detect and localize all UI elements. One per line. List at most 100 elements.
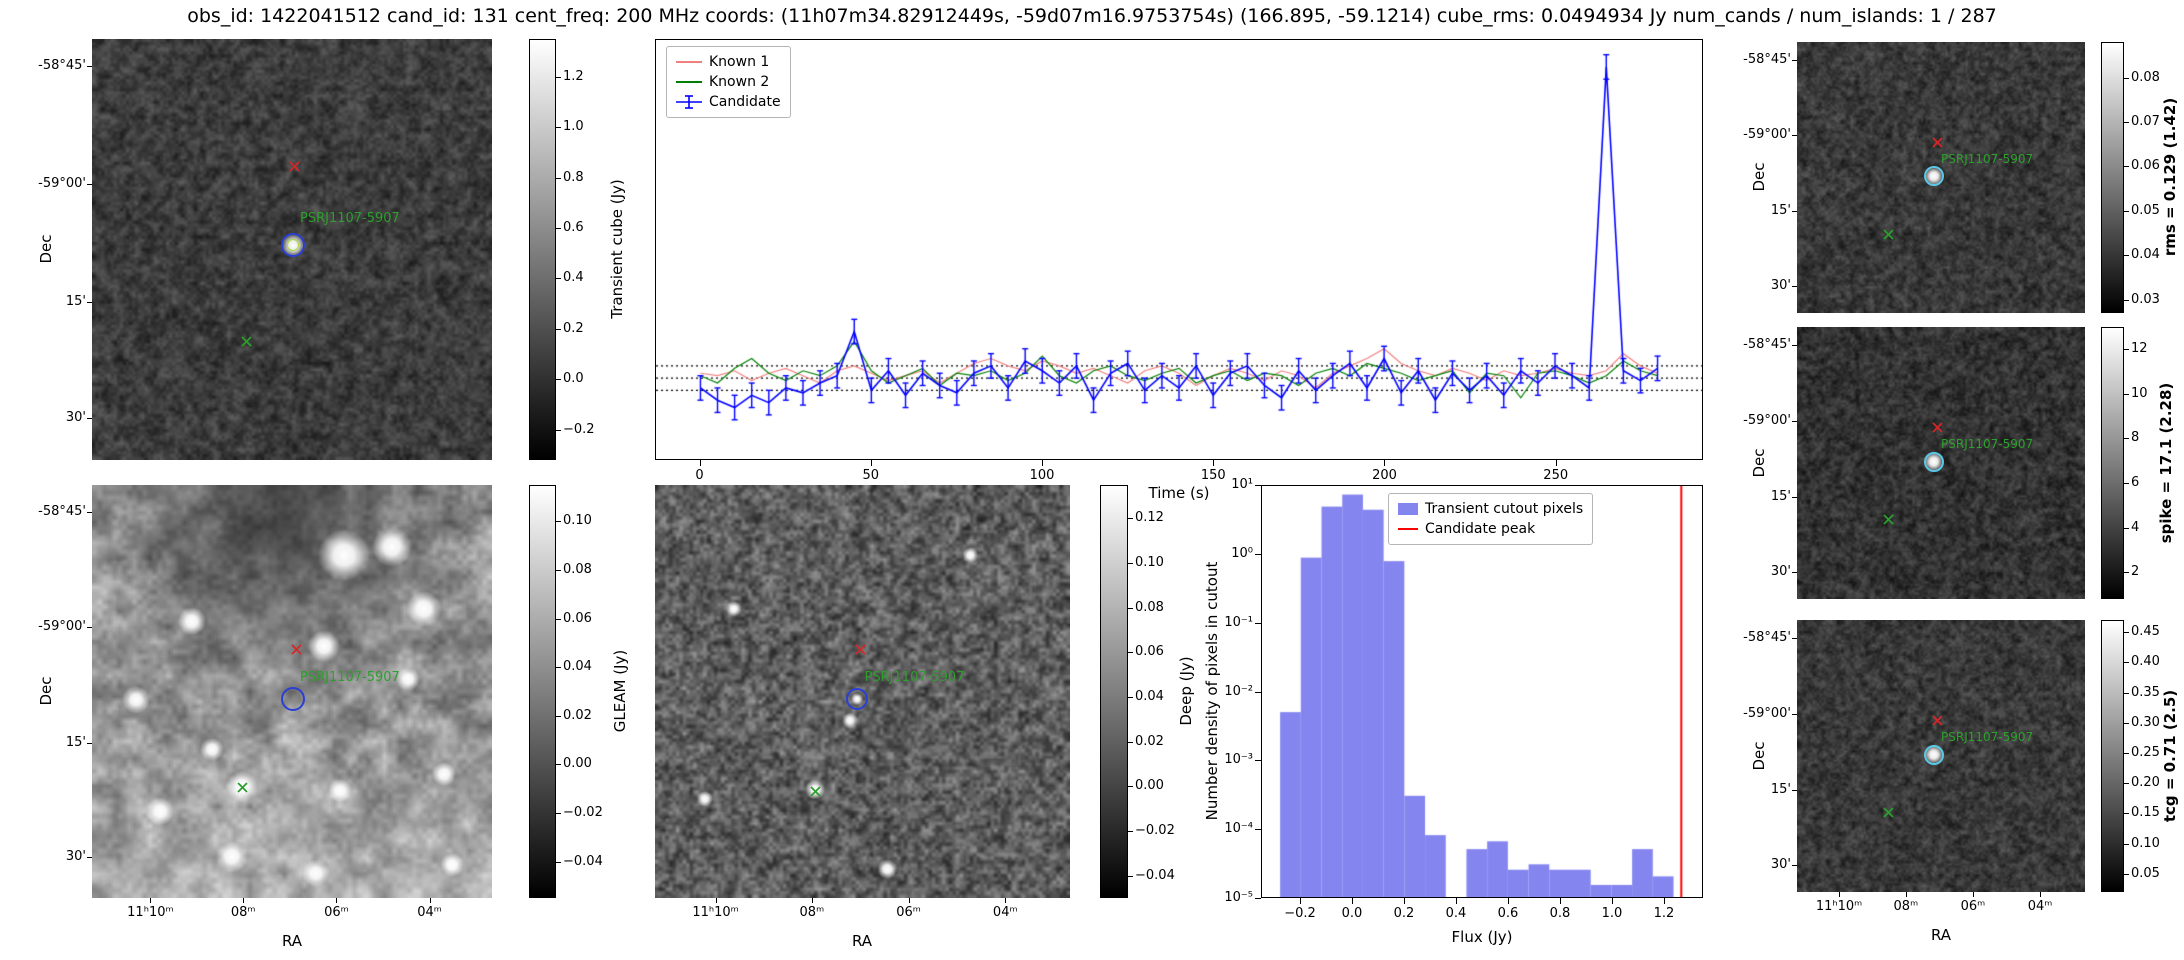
colorbar-tick-mark [2124,121,2129,123]
ra-tick-mark [243,898,245,903]
density-tick-mark [1255,553,1261,555]
dec-tick-label: -59°00' [1743,127,1791,143]
candidate-circle-marker [1923,166,1944,187]
ra-tick-mark [715,898,717,903]
gleam-cutout-panel: PSRJ1107-5907 [92,485,492,898]
ra-tick-label: 08ᵐ [230,905,256,920]
dec-tick-label: -58°45' [1743,629,1791,645]
ra-axis-label-gleam: RA [281,932,303,950]
dec-tick-mark [1792,135,1797,137]
dec-tick-mark [87,743,92,745]
dec-tick-mark [1792,790,1797,791]
time-tick-label: 150 [1200,468,1226,483]
flux-tick-label: 0.0 [1341,906,1363,921]
known-pulsar-x-marker [854,641,867,655]
flux-tick-label: 1.0 [1601,906,1623,921]
known-pulsar-x-marker-glyph [854,644,866,655]
known-source-x-marker-glyph [237,782,248,793]
candidate-circle-marker [846,687,869,710]
legend-label-known2: Known 2 [709,74,770,90]
colorbar-tick-mark [1128,786,1133,788]
spike-cutout-panel: PSRJ1107-5907 [1797,327,2085,599]
density-tick-label: 10⁻² [1224,683,1253,699]
colorbar-tick-mark [2124,752,2129,754]
colorbar-tick-mark [1128,563,1133,565]
colorbar-tick-label: 0.04 [1135,689,1164,705]
time-tick-label: 200 [1372,468,1397,483]
ra-tick-label: 06ᵐ [324,905,349,920]
time-tick-mark [870,460,872,466]
ra-tick-mark [811,898,813,903]
dec-tick-mark [1792,637,1797,639]
legend-entry-candidate: Candidate [676,92,781,112]
tcg-colorbar-label: tcg = 0.71 (2.5) [2161,689,2179,823]
tcg-cutout-panel: PSRJ1107-5907 [1797,620,2085,892]
colorbar-tick-mark [2124,77,2129,79]
colorbar-tick-label: 0.00 [563,756,592,772]
colorbar-tick-label: 0.04 [563,659,592,675]
colorbar-tick-mark [2124,632,2129,634]
colorbar-tick-label: 0.06 [2131,158,2160,174]
colorbar-tick-label: 2 [2131,564,2140,580]
flux-tick-mark [1456,898,1457,904]
colorbar-tick-label: 10 [2131,385,2148,401]
known-source-x-marker-glyph [1883,229,1894,240]
colorbar-tick-label: 0.4 [563,270,584,286]
spike-colorbar [2101,327,2124,599]
colorbar-tick-label: 0.02 [1135,733,1164,749]
rms-cutout-panel: PSRJ1107-5907 [1797,42,2085,313]
dec-tick-mark [87,417,92,419]
colorbar-tick-label: 0.08 [1135,599,1164,615]
density-tick-label: 10¹ [1231,477,1253,492]
ra-tick-label: 04ᵐ [2027,899,2053,914]
time-tick-mark [1042,460,1043,466]
legend-label-candidate-peak: Candidate peak [1425,521,1536,537]
time-tick-label: 100 [1029,468,1055,483]
flux-tick-label: 0.8 [1549,906,1571,921]
source-name-label: PSRJ1107-5907 [300,670,400,686]
gleam-colorbar-label: GLEAM (Jy) [611,649,629,733]
deep-colorbar-label: Deep (Jy) [1177,656,1195,726]
colorbar-tick-mark [556,328,561,330]
ra-tick-mark [1005,898,1007,903]
colorbar-tick-label: 0.45 [2131,624,2160,640]
colorbar-tick-mark [556,667,561,669]
known-source-x-marker-glyph [1883,807,1894,819]
source-name-label: PSRJ1107-5907 [1941,151,2034,166]
known-source-x-marker [1882,804,1895,819]
colorbar-tick-label: −0.02 [1135,823,1175,839]
colorbar-tick-label: 0.10 [1135,555,1164,571]
colorbar-tick-mark [2124,438,2129,440]
colorbar-tick-label: 0.04 [2131,247,2160,263]
known-pulsar-x-marker [290,641,303,655]
ra-tick-mark [1905,892,1907,897]
colorbar-tick-mark [1128,875,1133,877]
colorbar-tick-mark [2124,843,2129,845]
histogram-panel [1261,485,1703,898]
rms-colorbar [2101,42,2124,313]
density-tick-mark [1255,898,1261,899]
time-tick-label: 250 [1543,468,1569,483]
density-tick-label: 10⁰ [1231,545,1253,561]
legend-label-cutout-pixels: Transient cutout pixels [1425,501,1584,517]
dec-tick-label: -58°45' [38,503,86,519]
colorbar-tick-mark [1128,831,1133,833]
histogram-plot [1262,486,1702,897]
dec-axis-label-rms: Dec [1750,162,1768,192]
ra-axis-label-deep: RA [851,932,873,950]
dec-tick-label: -58°45' [1743,336,1791,352]
colorbar-tick-mark [556,177,561,179]
colorbar-tick-mark [2124,166,2129,168]
time-tick-label: 50 [862,468,880,483]
source-name-label: PSRJ1107-5907 [1941,729,2034,744]
source-name-label: PSRJ1107-5907 [864,670,965,686]
known-pulsar-x-marker-glyph [1932,136,1943,148]
known-pulsar-x-marker-glyph [1932,422,1943,433]
flux-tick-label: 0.6 [1497,906,1519,921]
colorbar-tick-label: 0.05 [2131,202,2160,218]
dec-tick-label: 30' [65,409,86,425]
colorbar-tick-mark [556,570,561,572]
colorbar-tick-mark [2124,722,2129,724]
colorbar-tick-label: 0.08 [563,562,592,578]
